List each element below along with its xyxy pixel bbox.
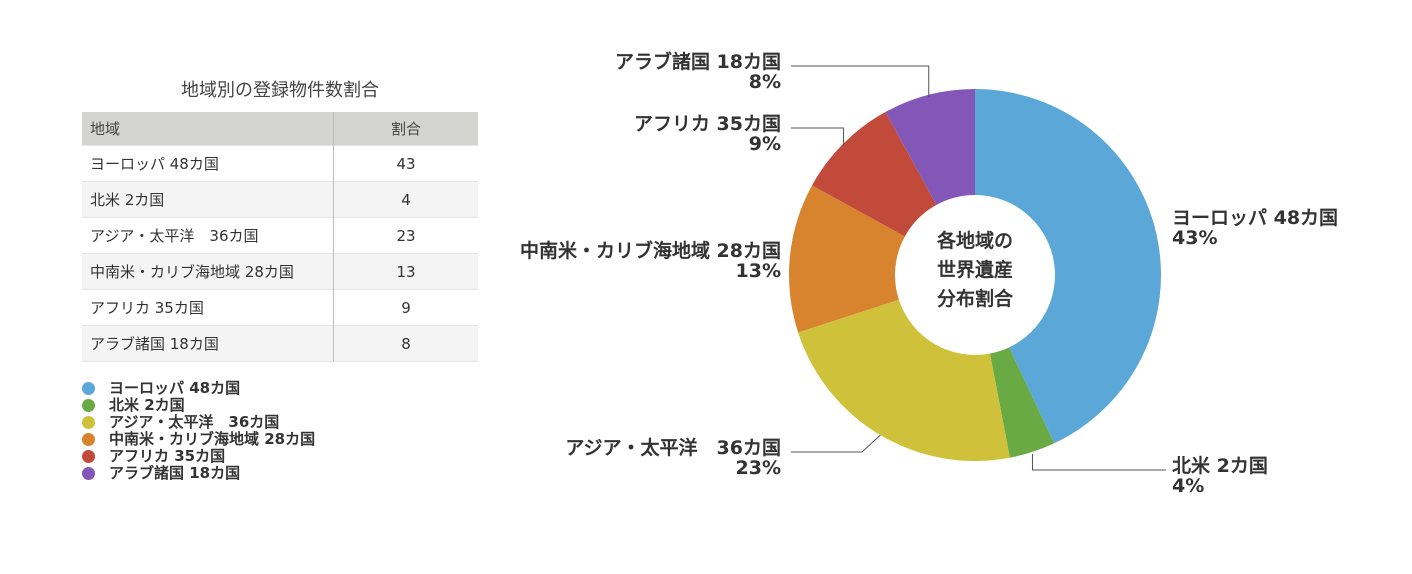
legend-item: アジア・太平洋 36カ国 (82, 414, 315, 431)
legend-swatch (82, 450, 95, 463)
cell-ratio: 9 (333, 289, 478, 326)
header-ratio: 割合 (333, 112, 478, 146)
slice-label-latin-america: 中南米・カリブ海地域 28カ国 (520, 239, 781, 262)
slice-percent-asia-pacific: 23% (736, 457, 781, 479)
header-region: 地域 (82, 112, 334, 146)
table-row: 中南米・カリブ海地域 28カ国 13 (82, 253, 478, 290)
legend-label: ヨーロッパ 48カ国 (109, 379, 241, 397)
slice-label-arab-states: アラブ諸国 18カ国 (615, 50, 781, 73)
center-label-line-3: 分布割合 (937, 287, 1014, 310)
chart-legend: ヨーロッパ 48カ国 北米 2カ国 アジア・太平洋 36カ国 中南米・カリブ海地… (82, 380, 315, 482)
slice-north-america (989, 347, 1055, 458)
cell-region: アジア・太平洋 36カ国 (82, 217, 334, 254)
cell-region: アラブ諸国 18カ国 (82, 325, 334, 362)
table-row: ヨーロッパ 48カ国 43 (82, 145, 478, 182)
data-table: 地域 割合 ヨーロッパ 48カ国 43 北米 2カ国 4 アジア・太平洋 36カ… (82, 112, 478, 362)
leader-line-africa (791, 127, 844, 146)
cell-ratio: 8 (333, 325, 478, 362)
legend-label: 北米 2カ国 (109, 396, 185, 414)
legend-swatch (82, 382, 95, 395)
slice-latin-america (788, 185, 905, 333)
table-title: 地域別の登録物件数割合 (181, 80, 379, 101)
legend-swatch (82, 467, 95, 480)
cell-ratio: 43 (333, 145, 478, 182)
legend-label: アラブ諸国 18カ国 (109, 464, 241, 482)
leader-line-asia-pacific (791, 434, 881, 453)
cell-ratio: 13 (333, 253, 478, 290)
cell-ratio: 23 (333, 217, 478, 254)
table-row: 北米 2カ国 4 (82, 181, 478, 218)
slice-arab-states (885, 89, 975, 205)
legend-item: ヨーロッパ 48カ国 (82, 380, 315, 397)
table-row: アフリカ 35カ国 9 (82, 289, 478, 326)
legend-item: アラブ諸国 18カ国 (82, 465, 315, 482)
slice-europe (975, 89, 1161, 444)
cell-region: 中南米・カリブ海地域 28カ国 (82, 253, 334, 290)
legend-swatch (82, 416, 95, 429)
slice-percent-latin-america: 13% (736, 260, 781, 282)
table-header-row: 地域 割合 (82, 112, 478, 146)
cell-region: アフリカ 35カ国 (82, 289, 334, 326)
legend-item: 中南米・カリブ海地域 28カ国 (82, 431, 315, 448)
legend-item: アフリカ 35カ国 (82, 448, 315, 465)
slice-africa (812, 112, 937, 237)
slice-label-asia-pacific: アジア・太平洋 36カ国 (565, 436, 781, 459)
slice-percent-europe: 43% (1172, 227, 1217, 249)
cell-region: 北米 2カ国 (82, 181, 334, 218)
legend-label: アジア・太平洋 36カ国 (109, 413, 280, 431)
legend-swatch (82, 433, 95, 446)
slice-label-europe: ヨーロッパ 48カ国 (1172, 207, 1338, 229)
center-label-line-1: 各地域の (936, 229, 1013, 252)
cell-ratio: 4 (333, 181, 478, 218)
legend-item: 北米 2カ国 (82, 397, 315, 414)
slice-percent-arab-states: 8% (749, 71, 781, 93)
slice-asia-pacific (798, 299, 1010, 461)
legend-swatch (82, 399, 95, 412)
slice-label-africa: アフリカ 35カ国 (634, 113, 781, 135)
table-row: アラブ諸国 18カ国 8 (82, 325, 478, 362)
center-label-line-2: 世界遺産 (937, 258, 1013, 281)
slice-label-north-america: 北米 2カ国 (1172, 454, 1268, 477)
table-row: アジア・太平洋 36カ国 23 (82, 217, 478, 254)
leader-line-north-america (1031, 453, 1166, 471)
cell-region: ヨーロッパ 48カ国 (82, 145, 334, 182)
legend-label: アフリカ 35カ国 (109, 447, 226, 465)
leader-line-arab-states (791, 65, 930, 97)
legend-label: 中南米・カリブ海地域 28カ国 (109, 430, 316, 448)
slice-percent-africa: 9% (749, 133, 781, 155)
slice-percent-north-america: 4% (1172, 475, 1204, 497)
